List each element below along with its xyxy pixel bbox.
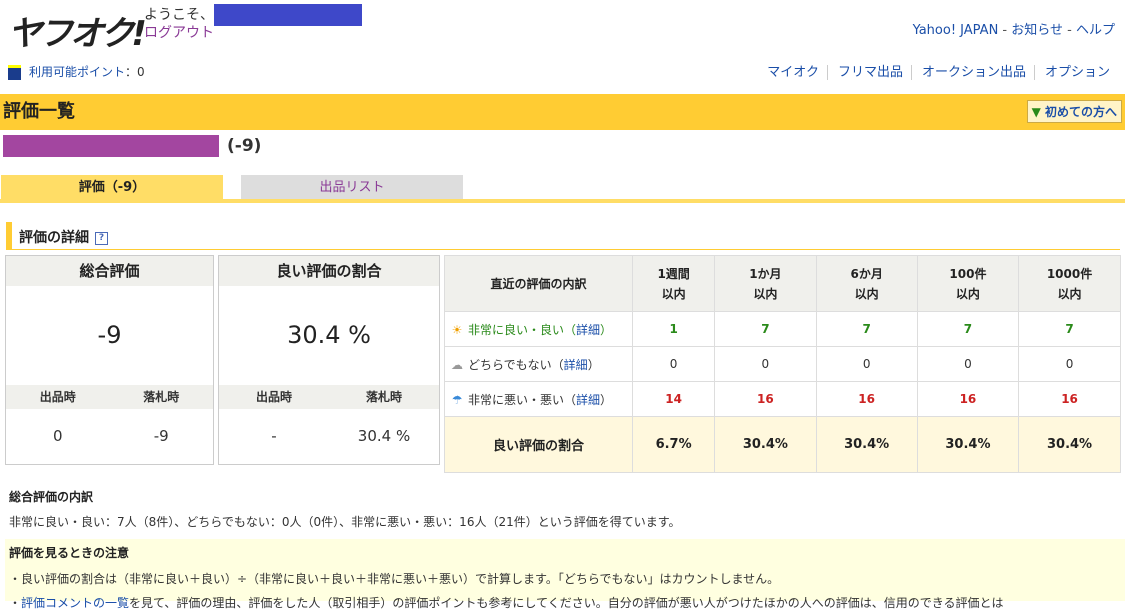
seller-value: 0 [52,427,63,445]
recent-ratings-table: 直近の評価の内訳 1週間 以内 1か月 以内 6か月 以内 100件 以内 1000件以… [444,255,1121,473]
cell: 30.4% [815,416,918,473]
yahoo-japan-link[interactable]: Yahoo! JAPAN [912,23,999,38]
cell: 16 [714,381,817,417]
seller-label: 出品時 [255,390,292,404]
cell: 0 [631,346,716,382]
logout-link[interactable]: ログアウト [144,25,214,41]
points: 利用可能ポイント：0 [8,63,145,80]
note-line-2: ・評価コメントの一覧を見て、評価の理由、評価をした人（取引相手）の評価ポイントも… [9,596,1004,610]
cell: 30.4% [714,416,817,473]
nav-options[interactable]: オプション [1033,65,1110,80]
row-label: どちらでもない [468,357,552,372]
cell: 7 [815,311,918,347]
total-rating-value: -9 [97,321,122,349]
redacted-user-name [3,135,219,157]
good-ratio-value: 30.4 % [287,321,371,349]
cell: 7 [714,311,817,347]
row-label: 非常に良い・良い [468,322,565,337]
buyer-label: 落札時 [143,390,180,404]
beginner-label: 初めての方へ [1044,105,1117,119]
detail-link[interactable]: 詳細 [576,322,601,337]
section-title: 評価の詳細 [19,230,89,246]
detail-link[interactable]: 詳細 [563,357,588,372]
buyer-value: 30.4 % [357,427,411,445]
table-row-bad: ☂ 非常に悪い・悪い（詳細） 14 16 16 16 16 [444,381,1121,417]
cell: 16 [1018,381,1121,417]
welcome-text: ようこそ、 [144,7,214,23]
buyer-label: 落札時 [365,390,402,404]
good-ratio-box: 良い評価の割合 30.4 % 出品時 落札時 - 30.4 % [218,255,440,465]
cell: 6.7% [631,416,716,473]
row-label: 非常に悪い・悪い [468,392,565,407]
cloud-icon: ☁ [451,357,463,372]
beginner-button[interactable]: ▼ 初めての方へ [1026,100,1122,123]
recent-header: 直近の評価の内訳 [444,255,633,312]
t-point-icon [8,65,21,80]
buyer-value: -9 [153,427,169,445]
nav-auction-listing[interactable]: オークション出品 [910,65,1026,80]
tab-underline [0,199,1125,203]
total-rating-title: 総合評価 [6,256,213,286]
main-nav: マイオク フリマ出品 オークション出品 オプション [749,61,1110,80]
tab-ratings[interactable]: 評価（-9） [1,175,223,200]
help-icon[interactable]: ? [95,231,108,245]
user-score: (-9) [227,136,262,156]
col-1week: 1週間 以内 [631,255,716,312]
good-ratio-title: 良い評価の割合 [219,256,439,286]
cell: 30.4% [916,416,1020,473]
col-1month: 1か月 以内 [714,255,817,312]
cell: 30.4% [1018,416,1121,473]
seller-label: 出品時 [39,390,76,404]
cell: 0 [714,346,817,382]
seller-value: - [271,427,277,445]
table-row-ratio: 良い評価の割合 6.7% 30.4% 30.4% 30.4% 30.4% [444,416,1121,473]
notes: 評価を見るときの注意 ・良い評価の割合は（非常に良い＋良い）÷（非常に良い＋良い… [5,539,1125,610]
section-header: 評価の詳細? [6,222,1120,250]
nav-myauction[interactable]: マイオク [767,65,819,80]
cell: 14 [631,381,716,417]
comment-list-link[interactable]: 評価コメントの一覧 [21,596,130,610]
nav-flea-listing[interactable]: フリマ出品 [826,65,903,80]
yahuoku-logo[interactable]: ヤフオク! [8,14,147,54]
title-bar: 評価一覧 ▼ 初めての方へ [0,94,1125,130]
ratio-label: 良い評価の割合 [444,416,633,473]
tab-listings[interactable]: 出品リスト [241,175,463,200]
welcome: ようこそ、 ログアウト [144,4,362,41]
user-row: (-9) [3,135,261,159]
notes-title: 評価を見るときの注意 [9,546,130,560]
cell: 0 [815,346,918,382]
cell: 0 [1018,346,1121,382]
news-link[interactable]: お知らせ [1011,23,1064,38]
sun-icon: ☀ [451,322,463,337]
detail-link[interactable]: 詳細 [576,392,601,407]
help-link[interactable]: ヘルプ [1075,23,1115,38]
section-marker [6,222,12,249]
cell: 7 [916,311,1020,347]
total-rating-box: 総合評価 -9 出品時 落札時 0 -9 [5,255,214,465]
breakdown-title: 総合評価の内訳 [9,490,94,504]
breakdown: 総合評価の内訳 非常に良い・良い：7人（8件）、どちらでもない：0人（0件）、非… [9,488,681,530]
cell: 16 [815,381,918,417]
cell: 7 [1018,311,1121,347]
points-link[interactable]: 利用可能ポイント [29,65,126,79]
top-links: Yahoo! JAPAN - お知らせ - ヘルプ [912,23,1115,38]
cell: 16 [916,381,1020,417]
breakdown-text: 非常に良い・良い：7人（8件）、どちらでもない：0人（0件）、非常に悪い・悪い：… [9,515,681,529]
points-value: ：0 [125,65,145,79]
cell: 0 [916,346,1020,382]
col-1000: 1000件 以内 [1018,255,1121,312]
umbrella-icon: ☂ [451,392,463,407]
beginner-icon: ▼ [1031,105,1041,119]
col-100: 100件 以内 [916,255,1020,312]
note-line-1: ・良い評価の割合は（非常に良い＋良い）÷（非常に良い＋良い＋非常に悪い＋悪い）で… [9,572,780,586]
col-6month: 6か月 以内 [815,255,918,312]
page-title: 評価一覧 [3,101,75,122]
cell: 1 [631,311,716,347]
redacted-username [214,4,362,26]
